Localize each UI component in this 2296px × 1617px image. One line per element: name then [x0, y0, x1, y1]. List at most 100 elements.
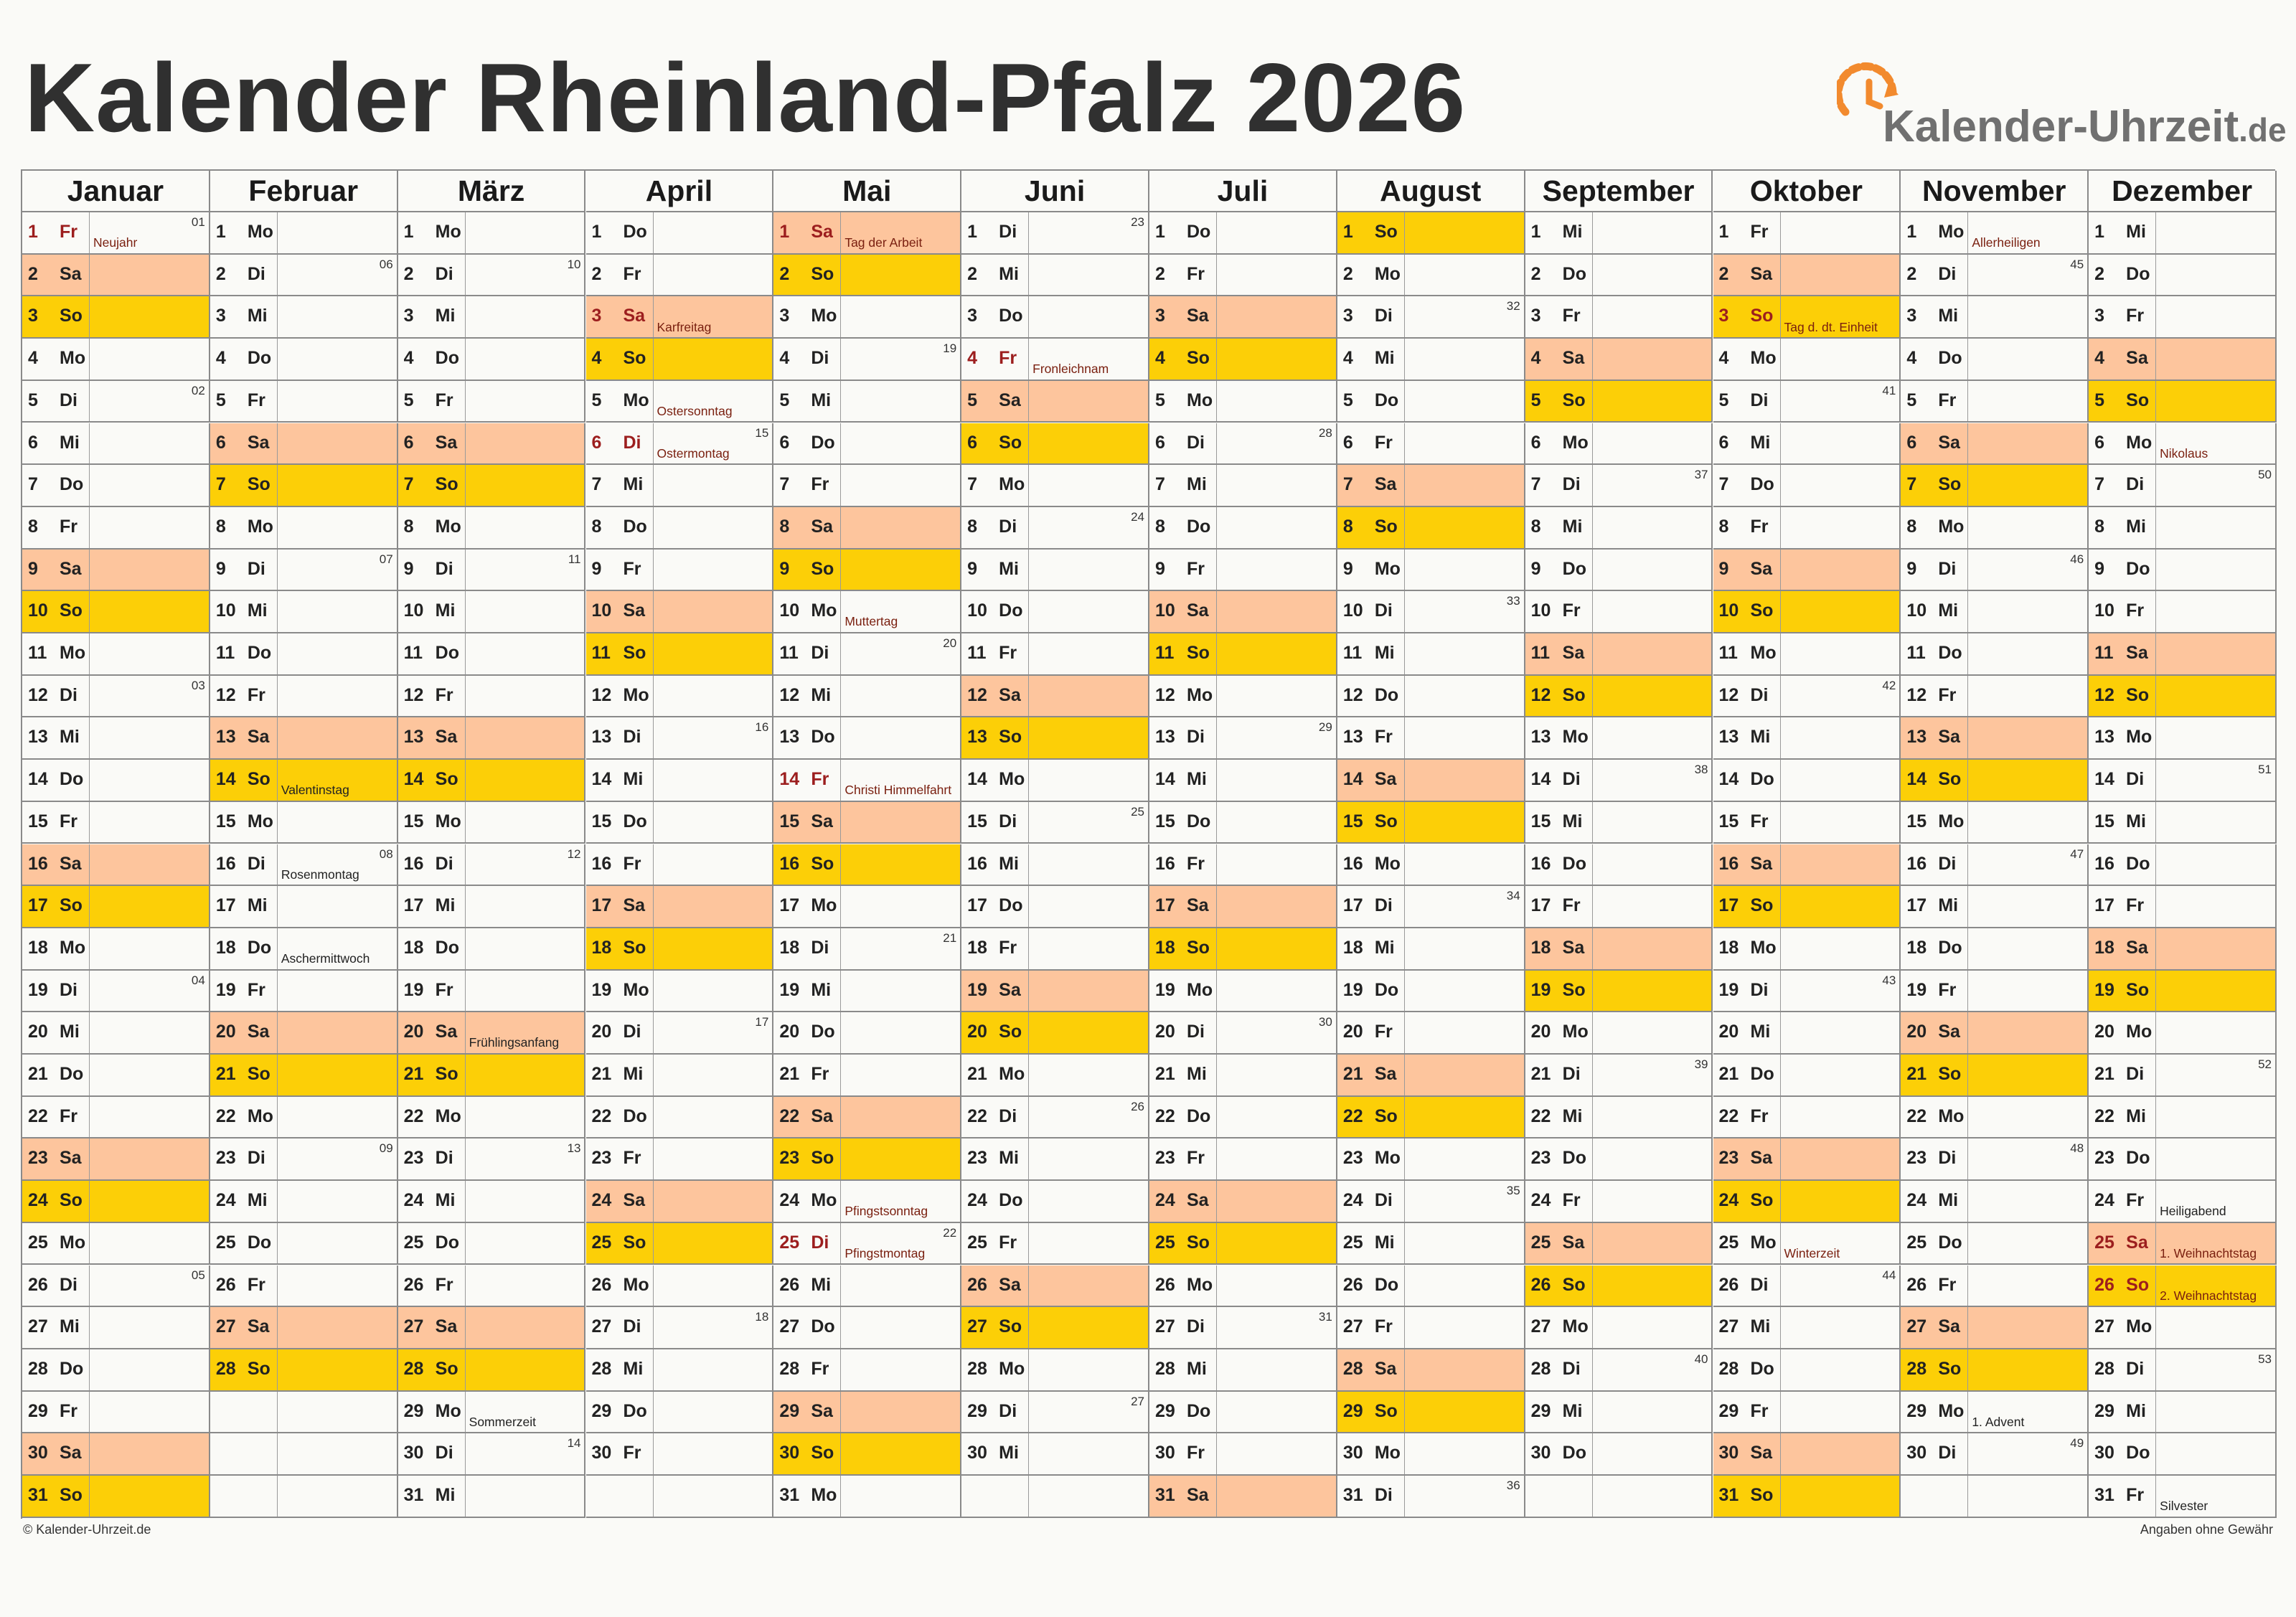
- day-cell[interactable]: 15 Mi: [2089, 801, 2277, 844]
- day-cell[interactable]: 28 Fr: [773, 1349, 962, 1392]
- day-cell[interactable]: 29 Mi: [2089, 1391, 2277, 1434]
- day-cell[interactable]: 25 Mo: [22, 1222, 210, 1265]
- day-cell[interactable]: 27 Fr: [1337, 1307, 1525, 1349]
- day-cell[interactable]: 17 Fr: [1525, 886, 1713, 928]
- day-cell[interactable]: 8 Mo: [1901, 506, 2089, 550]
- day-cell[interactable]: 20 Sa: [1901, 1012, 2089, 1055]
- day-cell[interactable]: 7 Do: [1713, 465, 1901, 507]
- day-cell[interactable]: 19 Fr: [210, 970, 398, 1013]
- day-cell[interactable]: 25 Do: [397, 1222, 586, 1265]
- day-cell[interactable]: 30 Di 49: [1901, 1433, 2089, 1476]
- day-cell[interactable]: 4 So: [585, 339, 774, 381]
- day-cell[interactable]: 16 Fr: [585, 844, 774, 887]
- day-cell[interactable]: 6 Do: [773, 423, 962, 466]
- day-cell[interactable]: 14 Di 51: [2089, 760, 2277, 802]
- day-cell[interactable]: 18 So: [585, 928, 774, 971]
- day-cell[interactable]: 1 Mi: [1525, 212, 1713, 255]
- day-cell[interactable]: 10 Mi: [210, 591, 398, 633]
- day-cell[interactable]: 6 Mo Nikolaus: [2089, 423, 2277, 466]
- day-cell[interactable]: 13 Sa: [1901, 717, 2089, 760]
- day-cell[interactable]: 1 Do: [1149, 212, 1337, 255]
- day-cell[interactable]: 25 Do: [1901, 1222, 2089, 1265]
- day-cell[interactable]: 5 Di 02: [22, 380, 210, 423]
- day-cell[interactable]: 1 Mo Allerheiligen: [1901, 212, 2089, 255]
- day-cell[interactable]: 1 Sa Tag der Arbeit: [773, 212, 962, 255]
- day-cell[interactable]: 10 Sa: [1149, 591, 1337, 633]
- day-cell[interactable]: 5 So: [1525, 380, 1713, 423]
- day-cell[interactable]: 15 Do: [1149, 801, 1337, 844]
- day-cell[interactable]: 7 Do: [22, 465, 210, 507]
- day-cell[interactable]: 16 Sa: [22, 844, 210, 887]
- day-cell[interactable]: 17 Do: [961, 886, 1149, 928]
- day-cell[interactable]: 13 Sa: [397, 717, 586, 760]
- day-cell[interactable]: 20 Sa: [210, 1012, 398, 1055]
- day-cell[interactable]: 11 Do: [1901, 633, 2089, 676]
- day-cell[interactable]: 17 So: [22, 886, 210, 928]
- day-cell[interactable]: 12 Di 42: [1713, 675, 1901, 718]
- day-cell[interactable]: 22 Mi: [1525, 1096, 1713, 1139]
- day-cell[interactable]: 19 Fr: [1901, 970, 2089, 1013]
- day-cell[interactable]: 4 Mo: [1713, 339, 1901, 381]
- day-cell[interactable]: 3 Fr: [1525, 296, 1713, 339]
- day-cell[interactable]: 21 So: [397, 1055, 586, 1097]
- day-cell[interactable]: 3 Mo: [773, 296, 962, 339]
- day-cell[interactable]: 14 So: [397, 760, 586, 802]
- day-cell[interactable]: 21 Fr: [773, 1055, 962, 1097]
- day-cell[interactable]: 9 Sa: [22, 549, 210, 592]
- day-cell[interactable]: 15 Di 25: [961, 801, 1149, 844]
- day-cell[interactable]: 10 Mi: [397, 591, 586, 633]
- day-cell[interactable]: 11 Do: [210, 633, 398, 676]
- day-cell[interactable]: 17 Fr: [2089, 886, 2277, 928]
- day-cell[interactable]: 5 Mi: [773, 380, 962, 423]
- day-cell[interactable]: 30 Fr: [585, 1433, 774, 1476]
- day-cell[interactable]: 9 Do: [1525, 549, 1713, 592]
- day-cell[interactable]: 4 Do: [1901, 339, 2089, 381]
- day-cell[interactable]: 10 So: [1713, 591, 1901, 633]
- day-cell[interactable]: 28 Mi: [1149, 1349, 1337, 1392]
- day-cell[interactable]: 4 Di 19: [773, 339, 962, 381]
- day-cell[interactable]: 31 Fr Silvester: [2089, 1476, 2277, 1518]
- day-cell[interactable]: 7 Mi: [1149, 465, 1337, 507]
- day-cell[interactable]: 19 Mo: [1149, 970, 1337, 1013]
- day-cell[interactable]: 30 Fr: [1149, 1433, 1337, 1476]
- day-cell[interactable]: 14 So Valentinstag: [210, 760, 398, 802]
- day-cell[interactable]: 7 Fr: [773, 465, 962, 507]
- day-cell[interactable]: 11 Mo: [1713, 633, 1901, 676]
- day-cell[interactable]: 20 Mo: [1525, 1012, 1713, 1055]
- day-cell[interactable]: 9 Fr: [1149, 549, 1337, 592]
- day-cell[interactable]: 20 Mi: [22, 1012, 210, 1055]
- day-cell[interactable]: 29 Do: [1149, 1391, 1337, 1434]
- day-cell[interactable]: 27 Sa: [210, 1307, 398, 1349]
- day-cell[interactable]: 24 Di 35: [1337, 1181, 1525, 1223]
- day-cell[interactable]: 14 Mi: [1149, 760, 1337, 802]
- day-cell[interactable]: 26 Fr: [397, 1265, 586, 1308]
- day-cell[interactable]: 12 Mo: [1149, 675, 1337, 718]
- day-cell[interactable]: 3 Do: [961, 296, 1149, 339]
- day-cell[interactable]: 25 Mo Winterzeit: [1713, 1222, 1901, 1265]
- day-cell[interactable]: 14 Di 38: [1525, 760, 1713, 802]
- day-cell[interactable]: 5 Mo: [1149, 380, 1337, 423]
- day-cell[interactable]: 24 So: [1713, 1181, 1901, 1223]
- day-cell[interactable]: 23 Sa: [1713, 1138, 1901, 1182]
- day-cell[interactable]: 17 Mi: [210, 886, 398, 928]
- day-cell[interactable]: 22 Mo: [210, 1096, 398, 1139]
- day-cell[interactable]: 2 Fr: [585, 254, 774, 297]
- day-cell[interactable]: 9 Di 11: [397, 549, 586, 592]
- day-cell[interactable]: 21 Mi: [585, 1055, 774, 1097]
- day-cell[interactable]: 29 Mo 1. Advent: [1901, 1391, 2089, 1434]
- day-cell[interactable]: 8 Di 24: [961, 506, 1149, 550]
- day-cell[interactable]: 25 Sa: [1525, 1222, 1713, 1265]
- day-cell[interactable]: 24 Mi: [210, 1181, 398, 1223]
- day-cell[interactable]: 26 Fr: [210, 1265, 398, 1308]
- day-cell[interactable]: 29 Sa: [773, 1391, 962, 1434]
- day-cell[interactable]: 5 Fr: [397, 380, 586, 423]
- day-cell[interactable]: 23 Fr: [1149, 1138, 1337, 1182]
- day-cell[interactable]: 22 Fr: [22, 1096, 210, 1139]
- day-cell[interactable]: 2 Di 06: [210, 254, 398, 297]
- day-cell[interactable]: 3 So Tag d. dt. Einheit: [1713, 296, 1901, 339]
- day-cell[interactable]: 30 So: [773, 1433, 962, 1476]
- day-cell[interactable]: 17 Sa: [585, 886, 774, 928]
- day-cell[interactable]: 7 So: [210, 465, 398, 507]
- day-cell[interactable]: 17 Sa: [1149, 886, 1337, 928]
- day-cell[interactable]: 30 Mo: [1337, 1433, 1525, 1476]
